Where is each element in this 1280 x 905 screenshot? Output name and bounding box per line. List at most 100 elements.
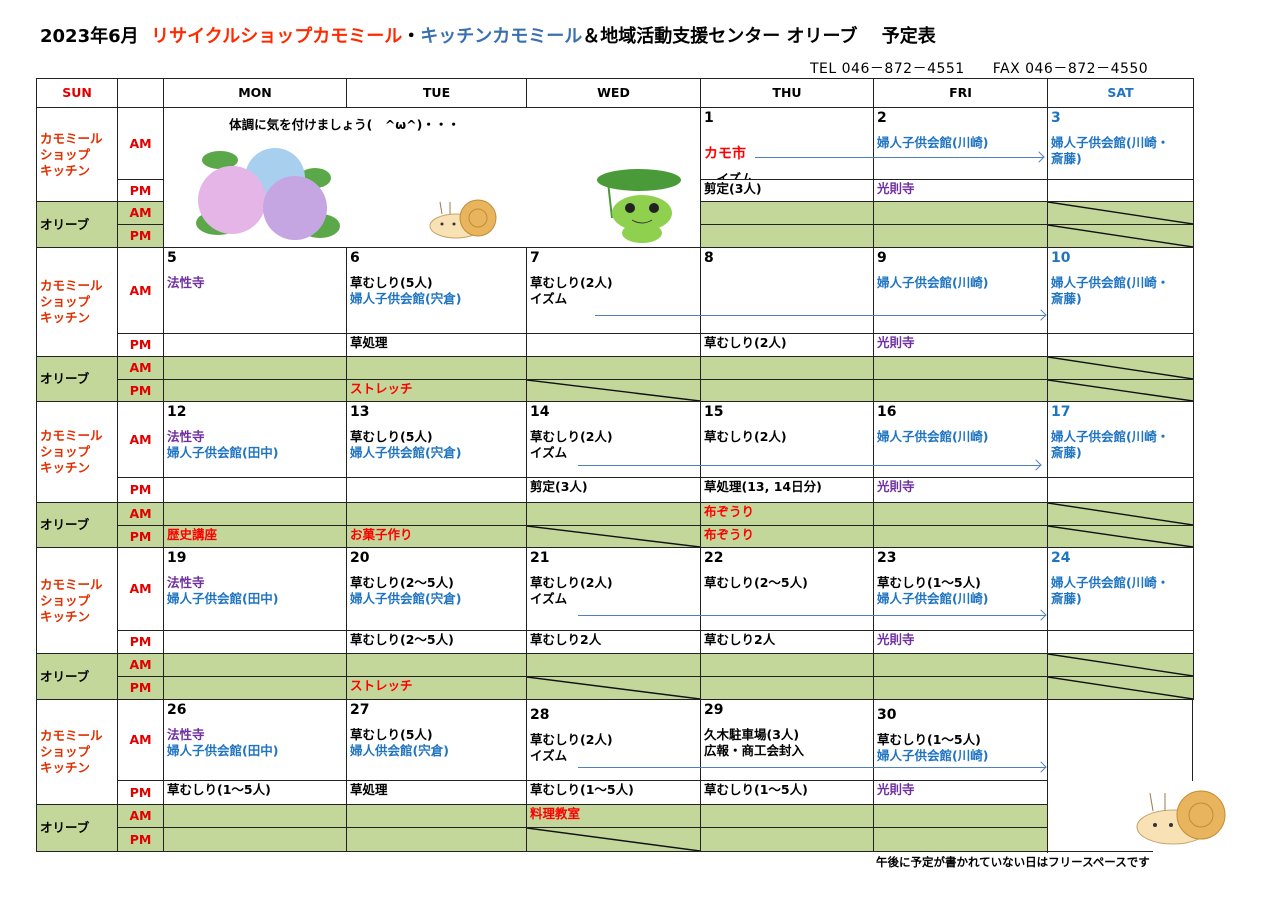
olive-cell-fri-pm[interactable] (873, 224, 1048, 248)
olive-cell-thu-pm[interactable] (700, 379, 874, 402)
olive-cell-mon-am[interactable] (163, 502, 347, 526)
day-cell-fri-am[interactable]: 9 婦人子供会館(川崎) (873, 247, 1048, 334)
day-cell-tue-pm[interactable] (346, 477, 527, 503)
olive-cell-mon-pm[interactable] (163, 676, 347, 700)
day-cell-wed-am[interactable]: 28 草むしり(2人) イズム (526, 699, 701, 781)
day-cell-wed-pm[interactable] (526, 333, 701, 357)
olive-cell-sat-pm[interactable] (1047, 676, 1194, 700)
day-cell-fri-pm[interactable]: 光則寺 (873, 780, 1048, 805)
olive-cell-tue-pm[interactable]: ストレッチ (346, 379, 527, 402)
day-cell-thu-pm[interactable]: 草処理(13, 14日分) (700, 477, 874, 503)
day-cell-wed-pm[interactable]: 草むしり(1～5人) (526, 780, 701, 805)
day-cell-mon-pm[interactable] (163, 333, 347, 357)
day-cell-sat-am[interactable]: 17 婦人子供会館(川崎・ 斎藤) (1047, 401, 1194, 478)
day-cell-sat-pm[interactable] (1047, 179, 1194, 202)
day-cell-thu-am[interactable]: 1 カモ市 イズム (700, 107, 874, 180)
day-cell-wed-am[interactable]: 7 草むしり(2人) イズム (526, 247, 701, 334)
day-cell-thu-am[interactable]: 15 草むしり(2人) (700, 401, 874, 478)
olive-cell-fri-pm[interactable] (873, 827, 1048, 852)
olive-cell-tue-am[interactable] (346, 653, 527, 677)
olive-cell-fri-pm[interactable] (873, 525, 1048, 548)
day-cell-fri-pm[interactable]: 光則寺 (873, 333, 1048, 357)
olive-cell-sat-am[interactable] (1047, 356, 1194, 380)
olive-cell-thu-am[interactable] (700, 356, 874, 380)
day-cell-mon-am[interactable]: 12 法性寺 婦人子供会館(田中) (163, 401, 347, 478)
olive-cell-wed-am[interactable]: 料理教室 (526, 804, 701, 828)
day-cell-fri-am[interactable]: 23 草むしり(1～5人) 婦人子供会館(川崎) (873, 547, 1048, 631)
olive-cell-tue-pm[interactable]: ストレッチ (346, 676, 527, 700)
day-cell-sat-am[interactable]: 10 婦人子供会館(川崎・ 斎藤) (1047, 247, 1194, 334)
olive-cell-tue-am[interactable] (346, 804, 527, 828)
day-cell-thu-am[interactable]: 29 久木駐車場(3人) 広報・商工会封入 (700, 699, 874, 781)
day-cell-mon-am[interactable]: 5 法性寺 (163, 247, 347, 334)
day-cell-tue-am[interactable]: 13 草むしり(5人) 婦人子供会館(宍倉) (346, 401, 527, 478)
day-cell-sat-pm[interactable] (1047, 477, 1194, 503)
day-cell-tue-pm[interactable]: 草むしり(2～5人) (346, 630, 527, 654)
olive-cell-wed-am[interactable] (526, 653, 701, 677)
olive-cell-wed-pm[interactable] (526, 676, 701, 700)
olive-cell-mon-am[interactable] (163, 653, 347, 677)
olive-cell-sat-pm[interactable] (1047, 224, 1194, 248)
olive-cell-sat-am[interactable] (1047, 653, 1194, 677)
olive-cell-fri-am[interactable] (873, 502, 1048, 526)
olive-cell-fri-am[interactable] (873, 356, 1048, 380)
olive-cell-mon-pm[interactable] (163, 379, 347, 402)
day-cell-wed-am[interactable]: 21 草むしり(2人) イズム (526, 547, 701, 631)
olive-cell-sat-am[interactable] (1047, 201, 1194, 225)
day-cell-mon-pm[interactable] (163, 477, 347, 503)
olive-cell-tue-pm[interactable]: お菓子作り (346, 525, 527, 548)
olive-cell-sat-pm[interactable] (1047, 525, 1194, 548)
day-cell-fri-am[interactable]: 16 婦人子供会館(川崎) (873, 401, 1048, 478)
day-cell-sat-am[interactable]: 24 婦人子供会館(川崎・ 斎藤) (1047, 547, 1194, 631)
day-cell-tue-am[interactable]: 6 草むしり(5人) 婦人子供会館(宍倉) (346, 247, 527, 334)
day-cell-wed-am[interactable]: 14 草むしり(2人) イズム (526, 401, 701, 478)
day-cell-tue-am[interactable]: 20 草むしり(2～5人) 婦人子供会館(宍倉) (346, 547, 527, 631)
day-cell-wed-pm[interactable]: 草むしり2人 (526, 630, 701, 654)
day-cell-thu-pm[interactable]: 草むしり2人 (700, 630, 874, 654)
day-cell-fri-pm[interactable]: 光則寺 (873, 179, 1048, 202)
olive-cell-thu-am[interactable]: 布ぞうり (700, 502, 874, 526)
olive-cell-thu-am[interactable] (700, 653, 874, 677)
olive-cell-mon-pm[interactable]: 歴史講座 (163, 525, 347, 548)
olive-cell-wed-am[interactable] (526, 502, 701, 526)
day-cell-mon-am[interactable]: 19 法性寺 婦人子供会館(田中) (163, 547, 347, 631)
olive-cell-sat-am[interactable] (1047, 502, 1194, 526)
olive-cell-sat-pm[interactable] (1047, 379, 1194, 402)
olive-cell-thu-pm[interactable]: 布ぞうり (700, 525, 874, 548)
olive-cell-mon-pm[interactable] (163, 827, 347, 852)
olive-cell-mon-am[interactable] (163, 804, 347, 828)
day-cell-thu-am[interactable]: 8 (700, 247, 874, 334)
day-cell-mon-am[interactable]: 26 法性寺 婦人子供会館(田中) (163, 699, 347, 781)
olive-cell-tue-pm[interactable] (346, 827, 527, 852)
day-cell-tue-am[interactable]: 27 草むしり(5人) 婦人供会館(宍倉) (346, 699, 527, 781)
day-cell-fri-pm[interactable]: 光則寺 (873, 630, 1048, 654)
day-cell-sat-pm[interactable] (1047, 333, 1194, 357)
olive-cell-wed-am[interactable] (526, 356, 701, 380)
day-cell-thu-pm[interactable]: 草むしり(1～5人) (700, 780, 874, 805)
day-cell-sat-am[interactable]: 3 婦人子供会館(川崎・ 斎藤) (1047, 107, 1194, 180)
day-cell-fri-pm[interactable]: 光則寺 (873, 477, 1048, 503)
day-cell-sat-pm[interactable] (1047, 630, 1194, 654)
day-cell-thu-pm[interactable]: 草むしり(2人) (700, 333, 874, 357)
olive-cell-thu-pm[interactable] (700, 224, 874, 248)
olive-cell-wed-pm[interactable] (526, 827, 701, 852)
olive-cell-thu-pm[interactable] (700, 676, 874, 700)
day-cell-tue-pm[interactable]: 草処理 (346, 780, 527, 805)
olive-cell-fri-am[interactable] (873, 653, 1048, 677)
olive-cell-tue-am[interactable] (346, 356, 527, 380)
olive-cell-wed-pm[interactable] (526, 525, 701, 548)
day-cell-fri-am[interactable]: 30 草むしり(1～5人) 婦人子供会館(川崎) (873, 699, 1048, 781)
olive-cell-thu-pm[interactable] (700, 827, 874, 852)
day-cell-mon-pm[interactable] (163, 630, 347, 654)
olive-cell-fri-am[interactable] (873, 201, 1048, 225)
day-cell-tue-pm[interactable]: 草処理 (346, 333, 527, 357)
day-cell-thu-am[interactable]: 22 草むしり(2～5人) (700, 547, 874, 631)
day-cell-mon-pm[interactable]: 草むしり(1～5人) (163, 780, 347, 805)
olive-cell-tue-am[interactable] (346, 502, 527, 526)
day-cell-wed-pm[interactable]: 剪定(3人) (526, 477, 701, 503)
olive-cell-fri-pm[interactable] (873, 676, 1048, 700)
olive-cell-fri-pm[interactable] (873, 379, 1048, 402)
olive-cell-wed-pm[interactable] (526, 379, 701, 402)
olive-cell-fri-am[interactable] (873, 804, 1048, 828)
day-cell-fri-am[interactable]: 2 婦人子供会館(川崎) (873, 107, 1048, 180)
